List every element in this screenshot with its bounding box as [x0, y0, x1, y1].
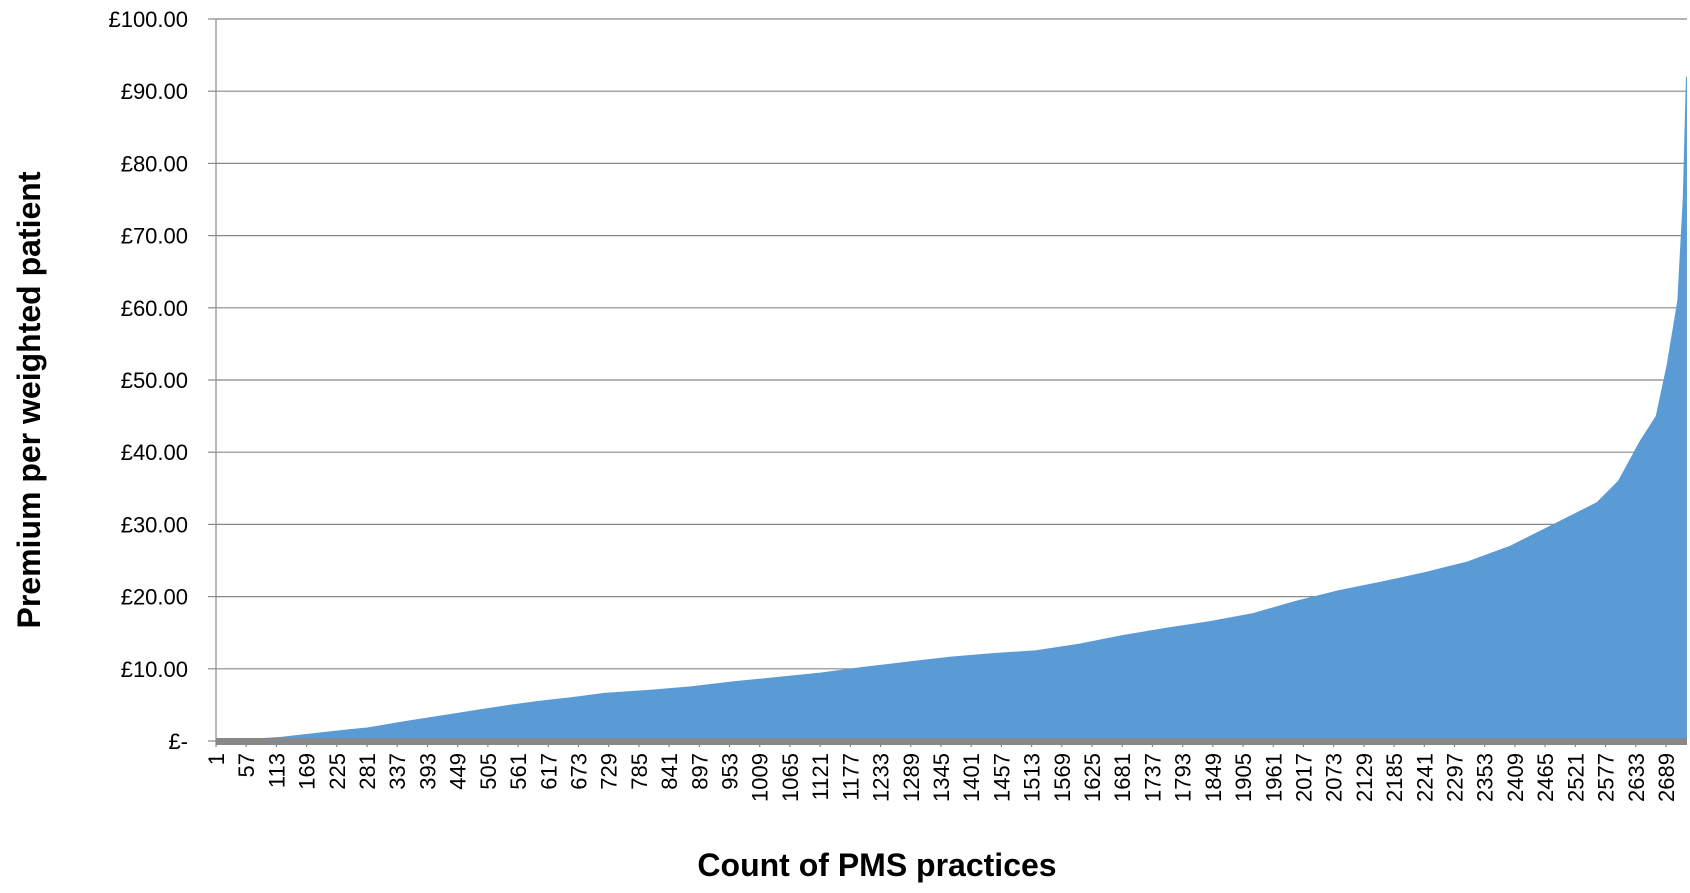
x-tick-label: 1905	[1231, 753, 1256, 802]
x-tick-label: 393	[415, 753, 440, 790]
x-tick-label: 2521	[1563, 753, 1588, 802]
x-tick-label: 113	[264, 753, 289, 788]
x-tick-label: 2353	[1473, 753, 1498, 802]
x-tick-label: 1401	[959, 753, 984, 802]
x-axis	[216, 738, 1687, 745]
y-tick-label: £70.00	[121, 224, 188, 249]
x-tick-label: 1065	[778, 753, 803, 802]
x-tick-label: 2241	[1412, 753, 1437, 802]
x-tick-label: 2297	[1443, 753, 1468, 802]
x-tick-label: 1345	[929, 753, 954, 802]
x-tick-label: 841	[657, 753, 682, 790]
x-tick-label: 2185	[1382, 753, 1407, 802]
y-tick-label: £-	[168, 729, 188, 754]
x-tick-label: 225	[325, 753, 350, 790]
x-tick-label: 2689	[1654, 753, 1679, 802]
x-tick-label: 281	[355, 753, 380, 790]
x-tick-label: 1177	[838, 753, 863, 800]
x-tick-label: 2073	[1322, 753, 1347, 802]
y-tick-label: £20.00	[121, 585, 188, 610]
x-tick-label: 2409	[1503, 753, 1528, 802]
y-tick-label: £100.00	[108, 7, 188, 32]
x-tick-label: 1	[204, 753, 229, 765]
x-tick-label: 953	[718, 753, 743, 790]
y-axis-title: Premium per weighted patient	[11, 171, 47, 628]
x-tick-label: 785	[627, 753, 652, 790]
y-tick-label: £10.00	[121, 657, 188, 682]
x-tick-label: 673	[566, 753, 591, 790]
x-tick-label: 505	[476, 753, 501, 790]
x-tick-label: 561	[506, 753, 531, 790]
x-tick-label: 1513	[1020, 753, 1045, 802]
x-tick-label: 169	[295, 753, 320, 790]
x-tick-label: 617	[536, 753, 561, 790]
x-tick-label: 2465	[1533, 753, 1558, 802]
y-tick-label: £60.00	[121, 296, 188, 321]
y-tick-label: £30.00	[121, 512, 188, 537]
area	[215, 76, 1687, 742]
y-tick-label: £90.00	[121, 79, 188, 104]
x-tick-label: 2129	[1352, 753, 1377, 802]
x-tick-label: 1457	[989, 753, 1014, 802]
x-tick-label: 1233	[869, 753, 894, 802]
x-tick-label: 57	[234, 753, 259, 777]
x-tick-label: 337	[385, 753, 410, 790]
x-tick-label: 729	[597, 753, 622, 790]
x-tick-label: 449	[446, 753, 471, 790]
y-tick-label: £80.00	[121, 151, 188, 176]
x-tick-label: 2017	[1291, 753, 1316, 802]
x-tick-label: 1681	[1110, 753, 1135, 802]
x-tick-label: 1121	[808, 753, 833, 800]
y-tick-label: £50.00	[121, 368, 188, 393]
x-tick-label: 2633	[1624, 753, 1649, 802]
x-axis-title: Count of PMS practices	[697, 847, 1056, 883]
x-tick-label: 897	[687, 753, 712, 790]
x-tick-label: 1569	[1050, 753, 1075, 802]
x-tick-label: 1625	[1080, 753, 1105, 802]
y-tick-label: £40.00	[121, 440, 188, 465]
x-tick-label: 1289	[899, 753, 924, 802]
x-tick-label: 2577	[1594, 753, 1619, 802]
x-tick-label: 1793	[1171, 753, 1196, 802]
x-tick-label: 1849	[1201, 753, 1226, 802]
x-tick-label: 1961	[1261, 753, 1286, 802]
x-tick-label: 1009	[748, 753, 773, 802]
x-tick-label: 1737	[1140, 753, 1165, 802]
